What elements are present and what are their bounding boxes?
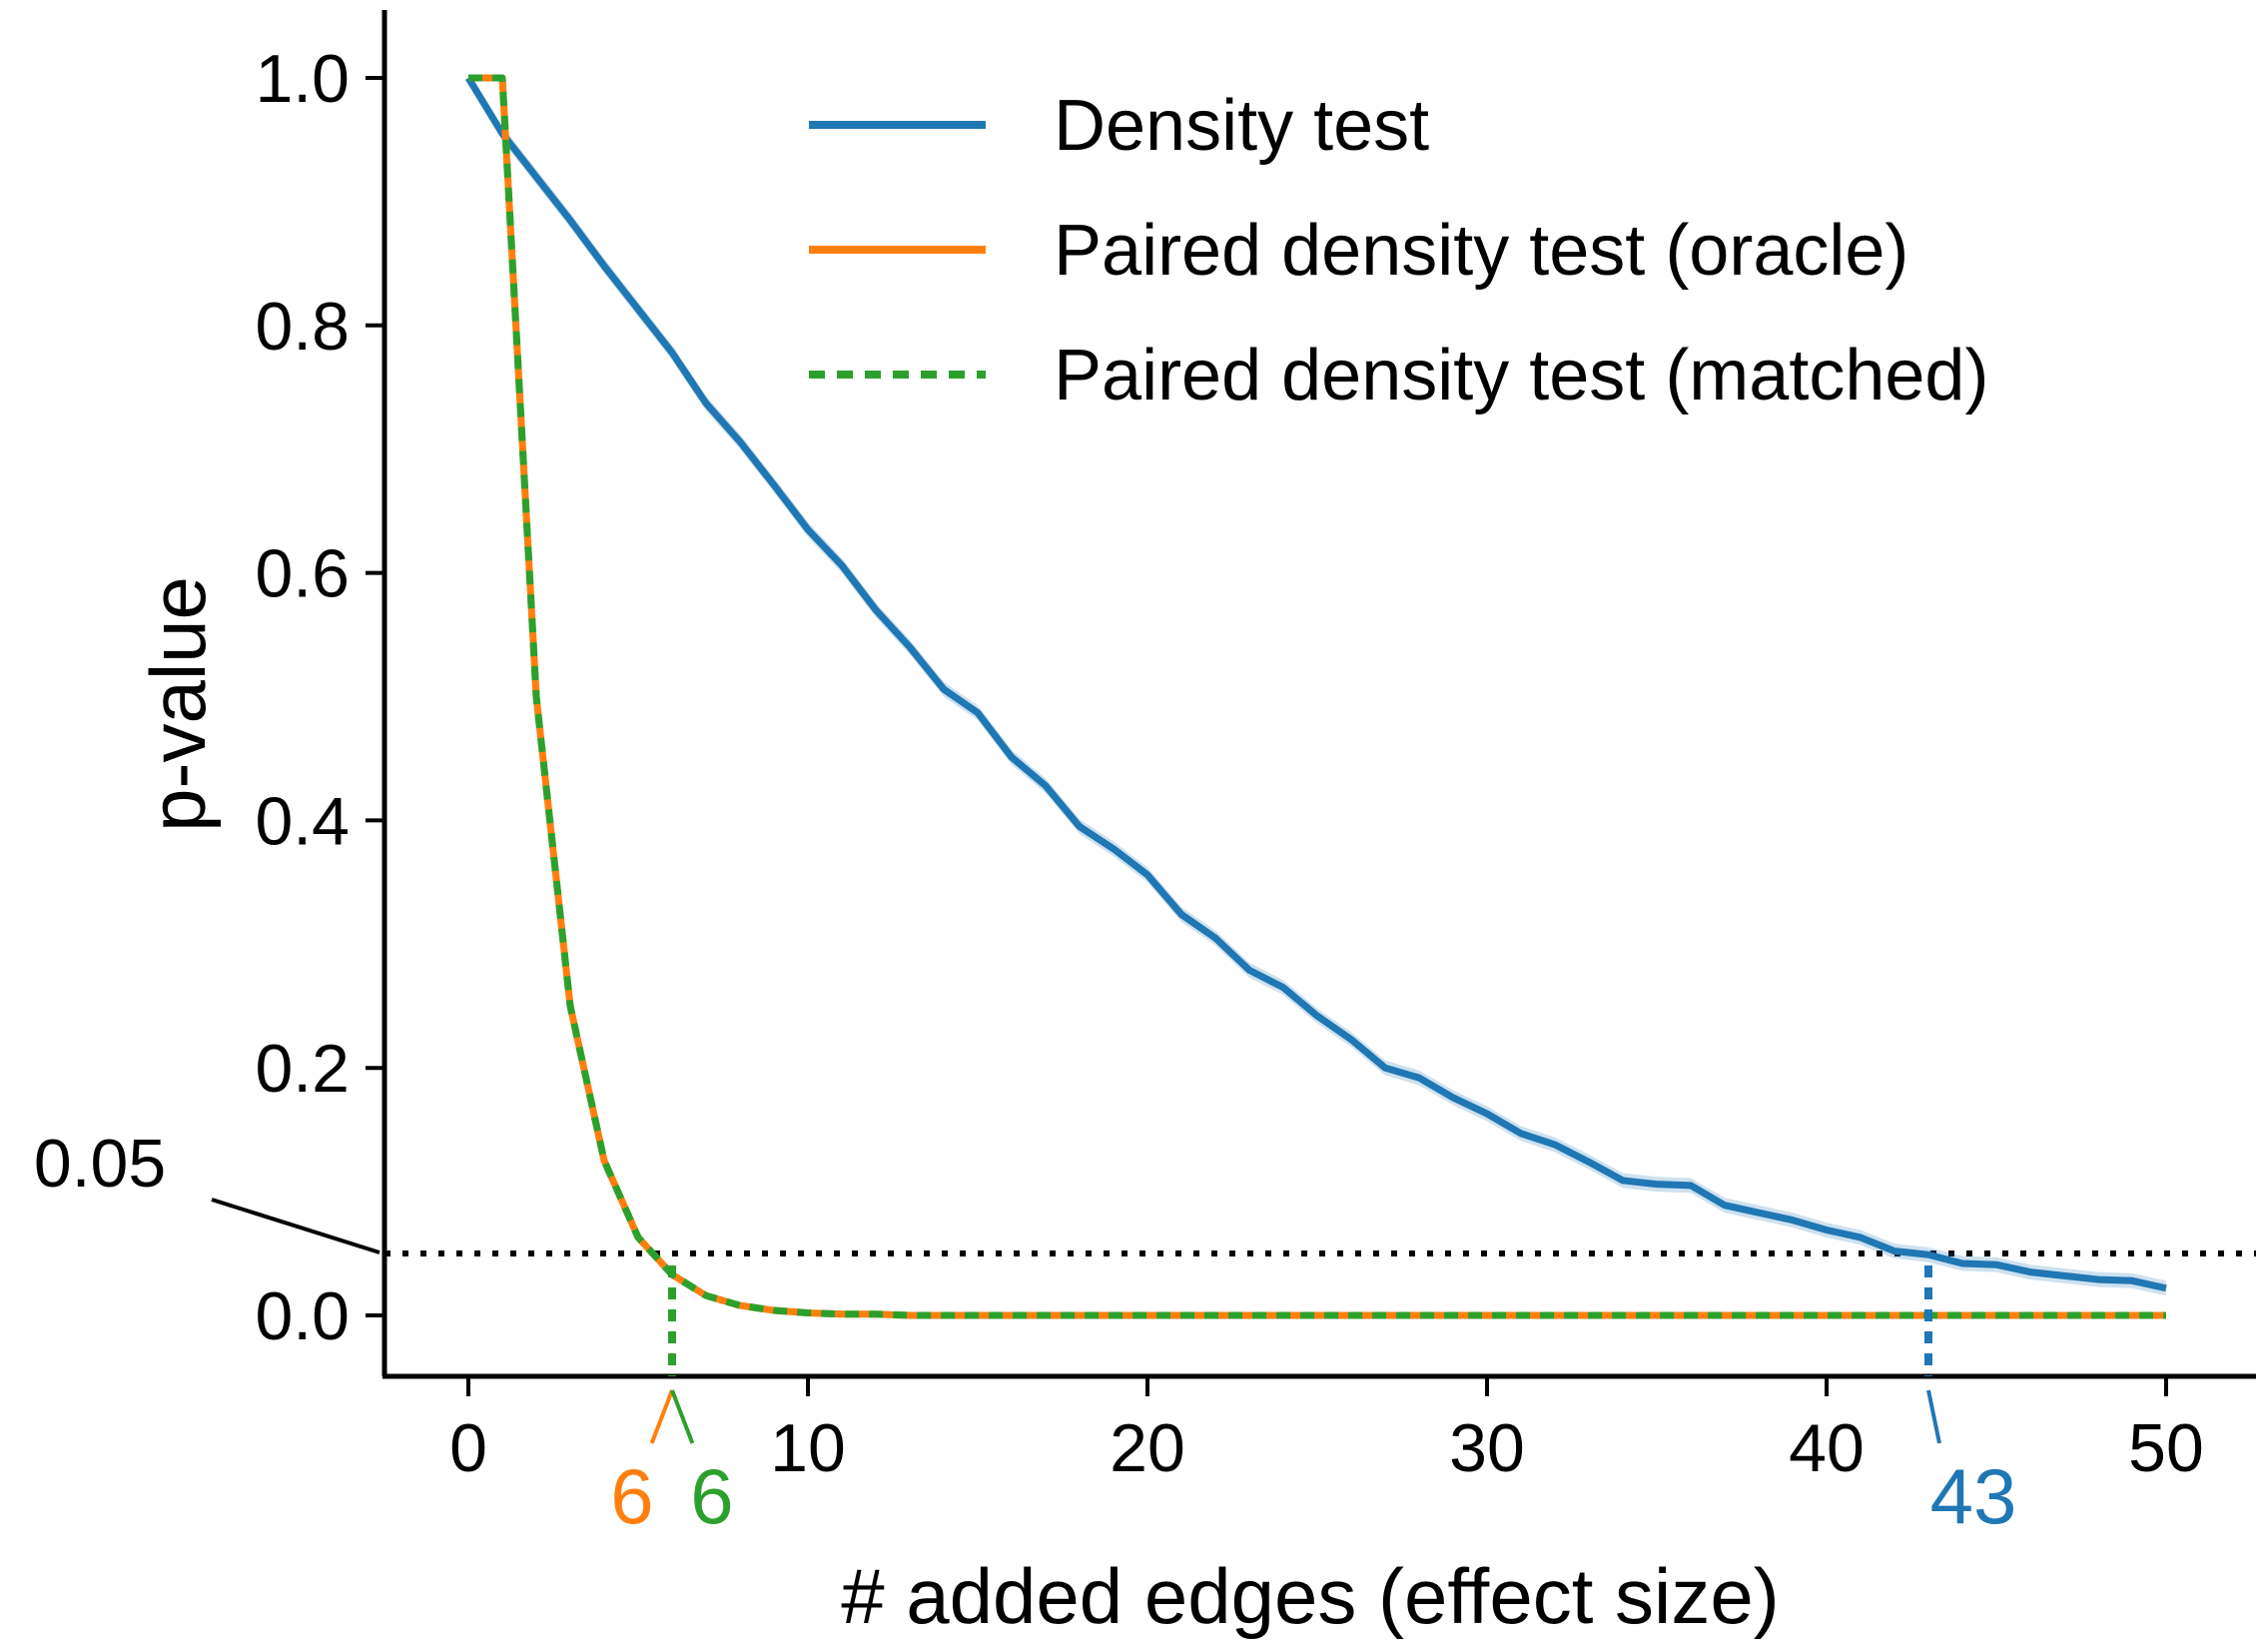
x-tick-label: 0 [449, 1410, 487, 1486]
x-tick-label: 30 [1449, 1410, 1525, 1486]
y-tick-label: 1.0 [255, 41, 350, 117]
x-tick-label: 10 [770, 1410, 846, 1486]
legend-label-oracle: Paired density test (oracle) [1054, 211, 1908, 291]
x-axis-title: # added edges (effect size) [841, 1552, 1780, 1640]
x-tick-label: 40 [1789, 1410, 1865, 1486]
legend: Density test Paired density test (oracle… [809, 86, 1988, 415]
legend-label-density: Density test [1054, 86, 1429, 166]
x-ticks: 0 10 20 30 40 50 [449, 1376, 2204, 1486]
y-tick-label: 0.8 [255, 289, 350, 365]
threshold-label: 0.05 [34, 1126, 166, 1202]
crossing-matched-pointer [670, 1389, 695, 1444]
matched-test-line [468, 74, 2166, 1319]
legend-label-matched: Paired density test (matched) [1054, 336, 1988, 415]
y-tick-label: 0.4 [255, 783, 350, 859]
y-ticks: 0.0 0.2 0.4 0.6 0.8 1.0 [255, 41, 384, 1354]
crossing-oracle-pointer [649, 1389, 674, 1444]
y-axis-title: p-value [134, 576, 222, 832]
threshold-pointer [211, 1198, 380, 1254]
crossing-annotations: 6 6 43 [610, 1265, 2016, 1540]
crossing-matched-label: 6 [690, 1452, 733, 1540]
crossing-oracle-label: 6 [610, 1452, 653, 1540]
density-test-line [465, 76, 2167, 1292]
crossing-density-label: 43 [1930, 1452, 2017, 1540]
y-tick-label: 0.2 [255, 1031, 350, 1107]
y-tick-label: 0.6 [255, 536, 350, 612]
x-tick-label: 50 [2128, 1410, 2204, 1486]
crossing-density-pointer [1926, 1389, 1941, 1444]
series-lines [465, 74, 2167, 1319]
y-tick-label: 0.0 [255, 1278, 350, 1354]
x-tick-label: 20 [1110, 1410, 1185, 1486]
